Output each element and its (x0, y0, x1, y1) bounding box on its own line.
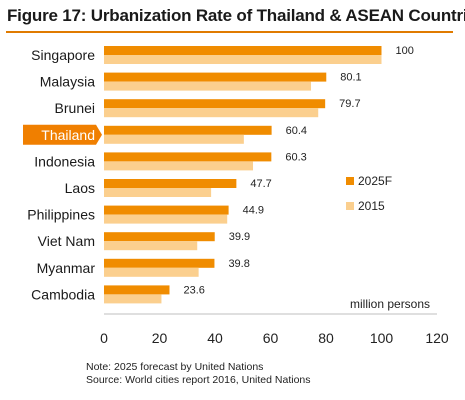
data-label-indonesia: 60.3 (285, 151, 306, 163)
data-label-cambodia: 23.6 (183, 284, 204, 296)
x-tick-label-0: 0 (100, 330, 108, 346)
category-label-thailand: Thailand (41, 127, 95, 143)
bar-chart: 100 Singapore 80.1 Malaysia 79.7 Brunei 60.4 Th… (23, 45, 449, 346)
note-forecast: Note: 2025 forecast by United Nations (86, 361, 264, 373)
bar-2025f-myanmar (104, 258, 215, 268)
category-label-singapore: Singapore (31, 47, 95, 63)
x-tick-label-80: 80 (318, 330, 334, 346)
bar-2025f-singapore (104, 46, 382, 55)
highlight-arrow-badge (23, 124, 102, 145)
x-tick-label-100: 100 (370, 330, 394, 346)
bar-2025f-cambodia (104, 285, 170, 295)
category-label-brunei: Brunei (55, 100, 95, 116)
unit-label: million persons (350, 297, 430, 311)
data-label-viet-nam: 39.9 (229, 231, 250, 243)
bar-2025f-thailand (104, 125, 272, 135)
bar-2015-brunei (104, 108, 319, 118)
category-label-indonesia: Indonesia (34, 153, 95, 169)
note-source: Source: World cities report 2016, United… (86, 374, 311, 386)
bar-2015-cambodia (104, 294, 162, 304)
legend-label-2025f: 2025F (358, 174, 392, 188)
category-label-laos: Laos (65, 180, 95, 196)
bar-2015-indonesia (104, 161, 254, 171)
bar-2025f-malaysia (104, 72, 327, 82)
bar-2015-singapore (104, 55, 382, 64)
bar-2015-thailand (104, 134, 244, 144)
bar-2015-myanmar (104, 267, 199, 277)
category-label-cambodia: Cambodia (31, 286, 95, 302)
x-tick-label-20: 20 (152, 330, 168, 346)
data-label-singapore: 100 (396, 45, 414, 57)
bar-2025f-brunei (104, 99, 326, 109)
bar-2025f-viet-nam (104, 232, 215, 242)
data-label-philippines: 44.9 (243, 205, 264, 217)
category-label-philippines: Philippines (27, 207, 95, 223)
data-label-brunei: 79.7 (339, 98, 360, 110)
x-tick-label-60: 60 (263, 330, 279, 346)
category-label-viet-nam: Viet Nam (38, 233, 95, 249)
x-tick-label-120: 120 (425, 330, 449, 346)
bar-2015-laos (104, 188, 212, 197)
legend-swatch-2025f (346, 177, 354, 185)
chart-note: Note: 2025 forecast by United Nations So… (86, 361, 311, 387)
bar-2025f-philippines (104, 205, 229, 215)
x-tick-label-40: 40 (207, 330, 223, 346)
figure-title: Figure 17: Urbanization Rate of Thailand… (7, 6, 465, 25)
legend-label-2015: 2015 (358, 199, 385, 213)
bar-2015-viet-nam (104, 241, 198, 251)
data-label-laos: 47.7 (250, 178, 271, 190)
title-underline (6, 31, 453, 33)
category-label-myanmar: Myanmar (37, 260, 96, 276)
bar-2015-philippines (104, 214, 228, 224)
legend-swatch-2015 (346, 202, 354, 210)
data-label-thailand: 60.4 (286, 125, 307, 137)
bar-2025f-indonesia (104, 152, 272, 162)
data-label-myanmar: 39.8 (228, 258, 249, 270)
data-label-malaysia: 80.1 (340, 72, 361, 84)
category-label-malaysia: Malaysia (40, 74, 95, 90)
bar-2015-malaysia (104, 81, 312, 91)
bar-2025f-laos (104, 179, 237, 188)
